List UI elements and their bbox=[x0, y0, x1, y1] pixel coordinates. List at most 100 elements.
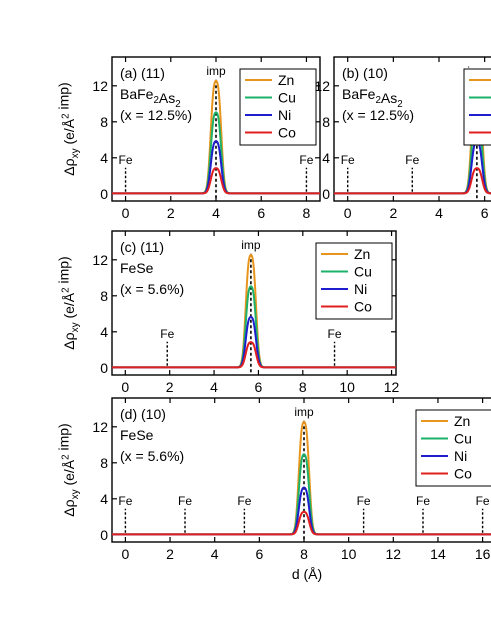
y-tick-label: 12 bbox=[314, 78, 330, 94]
y-tick-label: 4 bbox=[322, 150, 330, 166]
series-line-ni bbox=[112, 486, 491, 536]
concentration-label: (x = 12.5%) bbox=[120, 107, 192, 123]
fe-marker-label: Fe bbox=[178, 494, 192, 508]
panel-label: (c) (11) bbox=[120, 239, 164, 255]
x-tick-label: 6 bbox=[255, 379, 263, 395]
curves bbox=[112, 420, 491, 536]
panel-d: 0 2 4 6 8 10 12 14 16 0 4 8 12 Fe Fe Fe Fe Fe Fe imp (d) (10… bbox=[56, 397, 491, 582]
x-tick-label: 6 bbox=[255, 546, 263, 562]
legend-label-zn: Zn bbox=[354, 246, 370, 262]
x-tick-label: 8 bbox=[299, 379, 307, 395]
y-tick-label: 4 bbox=[100, 324, 108, 340]
x-tick-label: 2 bbox=[389, 205, 397, 221]
x-tick-label: 2 bbox=[166, 379, 174, 395]
fe-marker-label: Fe bbox=[118, 494, 132, 508]
x-tick-label: 4 bbox=[210, 379, 218, 395]
x-tick-label: 12 bbox=[384, 379, 400, 395]
x-tick-label: 6 bbox=[481, 205, 489, 221]
legend-label-cu: Cu bbox=[454, 431, 472, 447]
x-tick-label: 0 bbox=[121, 546, 129, 562]
legend-label-co: Co bbox=[454, 466, 472, 482]
series-line-co bbox=[112, 341, 396, 369]
y-tick-label: 0 bbox=[322, 186, 330, 202]
panel-label: (d) (10) bbox=[120, 406, 166, 422]
x-tick-label: 0 bbox=[122, 205, 130, 221]
y-tick-label: 0 bbox=[100, 527, 108, 543]
x-tick-label: 14 bbox=[430, 546, 446, 562]
plot-frame bbox=[111, 230, 397, 376]
x-tick-label: 10 bbox=[341, 546, 357, 562]
material-label: BaFe2As2 bbox=[120, 86, 181, 110]
fe-marker-label: Fe bbox=[341, 153, 355, 167]
legend-label-zn: Zn bbox=[278, 72, 294, 88]
y-axis-label: Δρxy (e/Å2 imp) bbox=[56, 82, 81, 175]
series-line-co bbox=[112, 167, 320, 195]
x-tick-label: 8 bbox=[300, 546, 308, 562]
x-tick-label: 0 bbox=[344, 205, 352, 221]
curves bbox=[112, 253, 396, 369]
panel-label: (a) (11) bbox=[120, 65, 165, 81]
legend-label-ni: Ni bbox=[454, 448, 467, 464]
panel-a: 0 2 4 6 8 0 4 8 12 Fe Fe imp (a) (11) BaFe2As2(x = 12… bbox=[56, 56, 321, 221]
x-tick-label: 16 bbox=[475, 546, 491, 562]
legend-label-ni: Ni bbox=[278, 107, 291, 123]
material-label: FeSe bbox=[120, 427, 154, 443]
fe-marker-label: Fe bbox=[357, 494, 371, 508]
series-line-ni bbox=[112, 315, 396, 369]
legend-label-zn: Zn bbox=[454, 413, 470, 429]
concentration-label: (x = 5.6%) bbox=[120, 281, 184, 297]
y-tick-label: 8 bbox=[100, 114, 108, 130]
fe-marker-label: Fe bbox=[119, 153, 133, 167]
impurity-label: imp bbox=[241, 238, 261, 252]
y-axis-label: Δρxy (e/Å2 imp) bbox=[56, 256, 81, 349]
fe-marker-label: Fe bbox=[299, 153, 313, 167]
fe-marker-label: Fe bbox=[416, 494, 430, 508]
legend-label-ni: Ni bbox=[354, 281, 367, 297]
material-label: FeSe bbox=[120, 260, 154, 276]
y-tick-label: 0 bbox=[100, 186, 108, 202]
legend-label-cu: Cu bbox=[278, 90, 296, 106]
material-label: BaFe2As2 bbox=[342, 86, 403, 110]
x-tick-label: 4 bbox=[212, 205, 220, 221]
x-tick-label: 4 bbox=[435, 205, 443, 221]
legend-label-cu: Cu bbox=[354, 264, 372, 280]
y-tick-label: 8 bbox=[100, 455, 108, 471]
fe-marker-label: Fe bbox=[405, 153, 419, 167]
y-tick-label: 12 bbox=[92, 252, 108, 268]
x-tick-label: 10 bbox=[339, 379, 355, 395]
fe-marker-label: Fe bbox=[237, 494, 251, 508]
x-tick-label: 6 bbox=[257, 205, 265, 221]
y-tick-label: 4 bbox=[100, 491, 108, 507]
concentration-label: (x = 12.5%) bbox=[342, 107, 414, 123]
y-tick-label: 8 bbox=[322, 114, 330, 130]
legend-label-co: Co bbox=[278, 125, 296, 141]
panel-label: (b) (10) bbox=[342, 65, 388, 81]
y-tick-label: 12 bbox=[92, 419, 108, 435]
series-line-co bbox=[112, 510, 491, 536]
fe-marker-label: Fe bbox=[476, 494, 490, 508]
concentration-label: (x = 5.6%) bbox=[120, 448, 184, 464]
y-tick-label: 8 bbox=[100, 288, 108, 304]
y-tick-label: 12 bbox=[92, 78, 108, 94]
fe-marker-label: Fe bbox=[328, 327, 342, 341]
x-tick-label: 2 bbox=[166, 546, 174, 562]
panel-b: 024604812FeFeimp(b) (10)BaFe2As2(x = 12.… bbox=[314, 56, 491, 221]
series-line-co bbox=[334, 167, 491, 195]
x-tick-label: 0 bbox=[121, 379, 129, 395]
fe-marker-label: Fe bbox=[160, 327, 174, 341]
curves bbox=[112, 79, 320, 195]
y-tick-label: 4 bbox=[100, 150, 108, 166]
curves bbox=[334, 79, 491, 195]
legend-label-co: Co bbox=[354, 299, 372, 315]
x-tick-label: 4 bbox=[211, 546, 219, 562]
x-axis-label: d (Å) bbox=[292, 566, 322, 582]
x-tick-label: 12 bbox=[386, 546, 402, 562]
y-axis-label: Δρxy (e/Å2 imp) bbox=[56, 423, 81, 516]
panel-c: 0 2 4 6 8 10 12 0 4 8 12 Fe Fe imp (c) (11) FeSe (x = 5.… bbox=[56, 230, 400, 395]
x-tick-label: 2 bbox=[167, 205, 175, 221]
